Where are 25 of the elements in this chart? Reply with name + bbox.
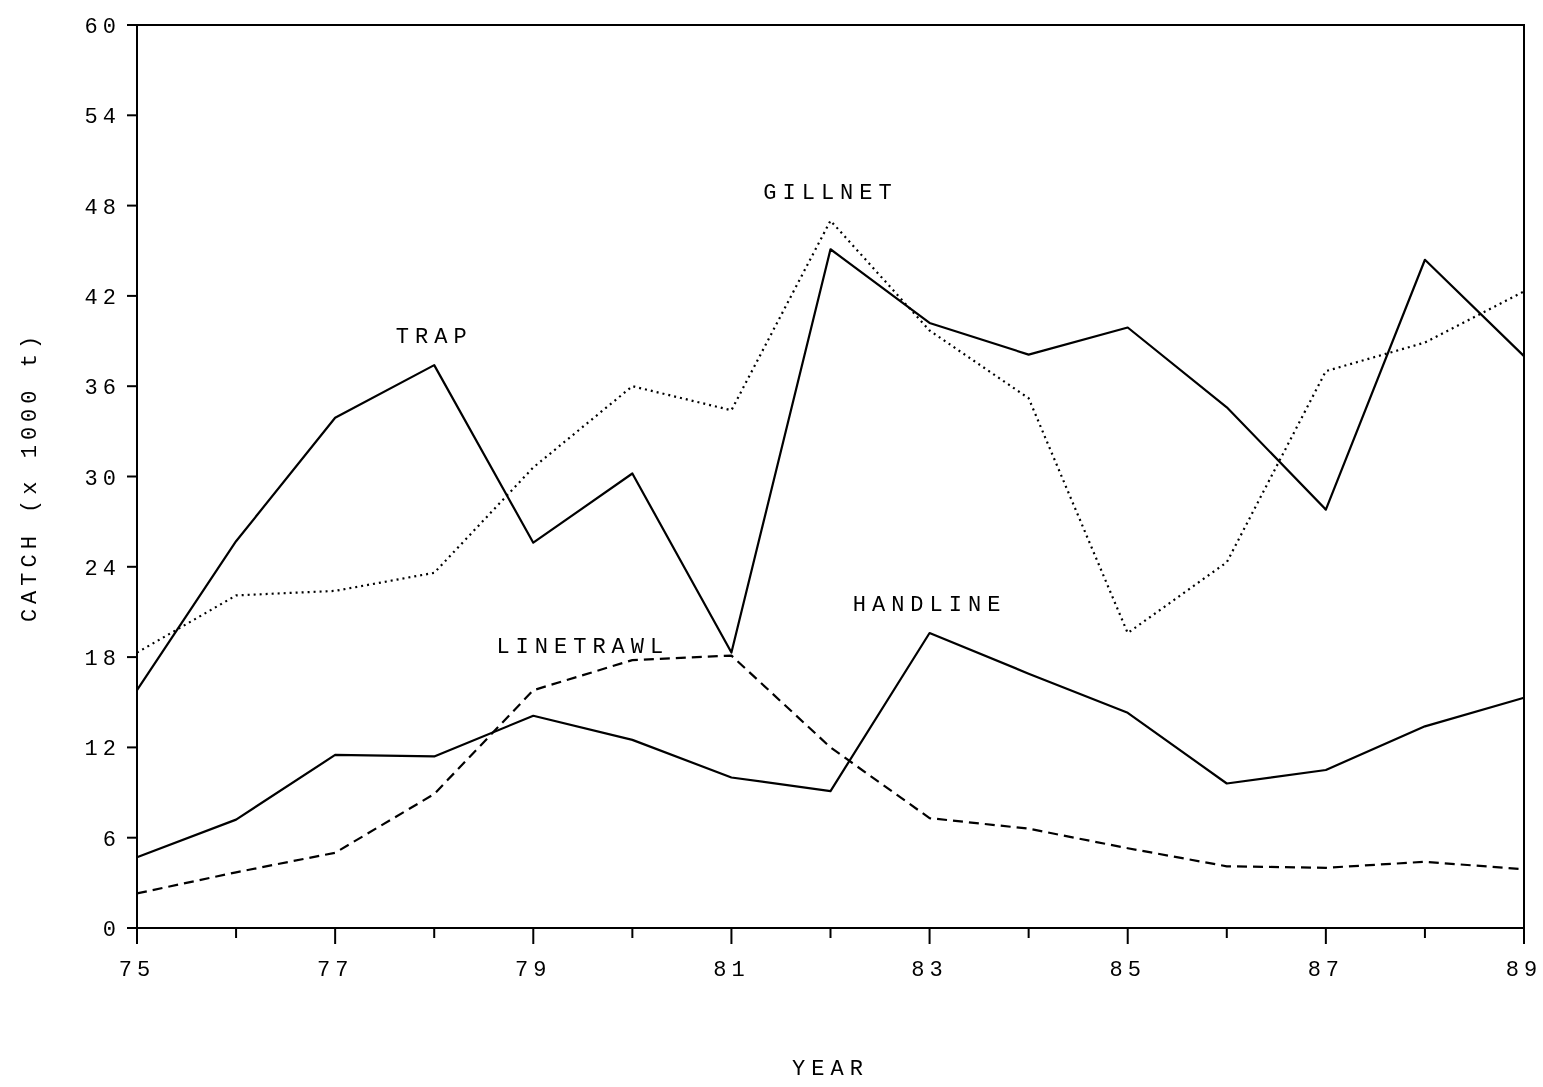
x-tick-label: 83: [911, 958, 948, 983]
series-label: TRAP: [395, 325, 473, 351]
y-tick-label: 6: [102, 827, 121, 853]
y-tick-label: 42: [84, 285, 121, 311]
series-label: GILLNET: [763, 180, 898, 206]
x-tick-label: 75: [118, 958, 156, 983]
x-tick-label: 87: [1307, 958, 1345, 983]
y-tick-label: 0: [102, 918, 121, 943]
x-tick-label: 79: [515, 958, 552, 983]
x-tick-label: 89: [1505, 958, 1543, 983]
series-label: LINETRAWL: [496, 635, 670, 661]
x-tick-label: 77: [316, 958, 354, 983]
x-tick-label: 85: [1109, 958, 1146, 983]
y-tick-label: 18: [84, 647, 121, 673]
x-tick-label: 81: [713, 958, 750, 983]
x-axis-title: YEAR: [792, 1057, 869, 1082]
y-axis-title: CATCH (x 1000 t): [18, 330, 43, 623]
y-tick-label: 24: [84, 556, 121, 582]
y-tick-label: 30: [84, 466, 121, 492]
series-label: HANDLINE: [852, 593, 1007, 619]
y-tick-label: 36: [84, 376, 121, 402]
y-tick-label: 12: [84, 737, 121, 763]
y-tick-label: 60: [84, 15, 121, 40]
y-tick-label: 48: [84, 195, 121, 221]
y-tick-label: 54: [84, 105, 121, 131]
